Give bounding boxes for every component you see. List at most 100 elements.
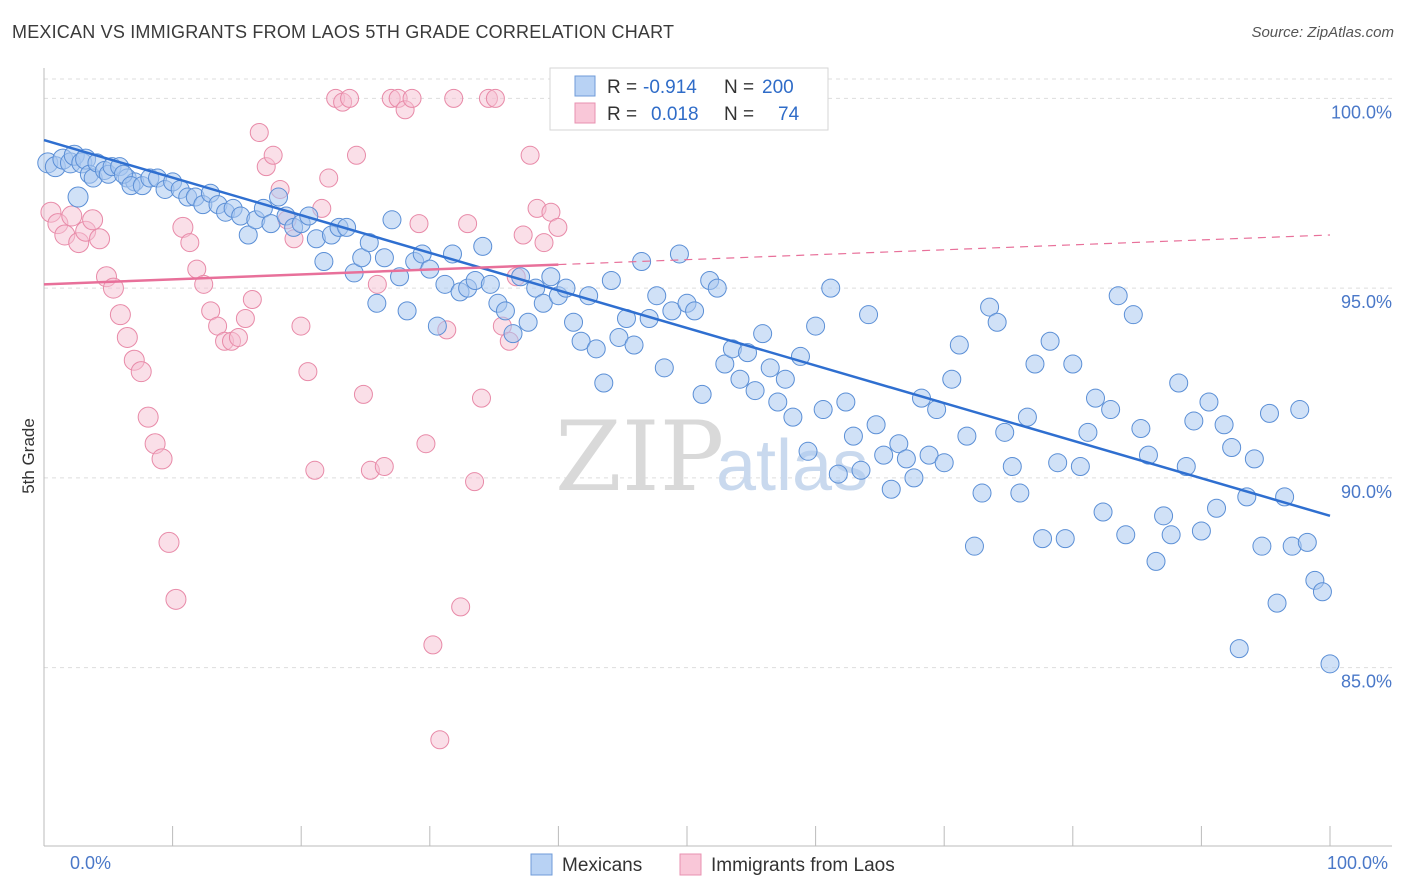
mexican-point [238,225,258,245]
y-tick-label: 85.0% [1341,672,1392,692]
legend-r-label-2: R = [607,104,637,125]
mexican-point [495,301,515,321]
laos-point [451,597,471,617]
legend-n-label-2: N = [724,104,754,125]
mexican-point [261,214,281,234]
mexican-point [1093,502,1113,522]
mexican-point [1259,403,1279,423]
mexican-point [904,468,924,488]
bottom-legend-label-laos: Immigrants from Laos [711,855,895,876]
legend-box [549,67,829,131]
laos-point [137,406,159,428]
mexican-point [949,335,969,355]
laos-point [458,214,478,234]
legend-swatch-laos [574,102,596,124]
laos-point [409,214,429,234]
mexican-point [874,445,894,465]
mexican-point [980,297,1000,317]
mexican-point [1025,354,1045,374]
y-tick-label: 95.0% [1341,292,1392,312]
mexican-point [843,426,863,446]
laos-point [263,145,283,165]
mexican-point [866,415,886,435]
x-tick-label-max: 100.0% [1327,853,1388,873]
laos-point [61,205,83,227]
laos-point [298,362,318,382]
laos-point [305,460,325,480]
axes [43,68,1392,847]
mexican-point [1320,654,1340,674]
gridlines [44,78,1392,669]
y-tick-label: 100.0% [1331,102,1392,122]
laos-point [471,388,491,408]
mexican-point [397,301,417,321]
mexican-point [352,248,372,268]
mexican-point [1161,525,1181,545]
laos-point [242,290,262,310]
mexican-point [745,381,765,401]
laos-point [353,384,373,404]
mexican-point [1085,388,1105,408]
mexican-point [821,278,841,298]
mexican-point [1078,422,1098,442]
mexican-point [533,293,553,313]
mexican-point [1229,639,1249,659]
mexican-point [896,449,916,469]
mexican-point [1040,331,1060,351]
mexican-point [760,358,780,378]
laos-point [402,88,422,108]
laos-point [180,233,200,253]
mexican-point [601,271,621,291]
mexican-point [435,274,455,294]
mexican-point [806,316,826,336]
laos-point [416,434,436,454]
laos-point [423,635,443,655]
mexican-point [1207,498,1227,518]
laos-point [520,145,540,165]
mexican-point [1138,445,1158,465]
mexican-point [775,369,795,389]
laos-point [249,123,269,143]
mexican-point [1290,400,1310,420]
mexican-point [995,422,1015,442]
mexican-point [1017,407,1037,427]
laos-trend-line-solid [43,263,559,286]
laos-point [82,209,104,231]
mexican-point [571,331,591,351]
legend-r-value-1: -0.914 [643,77,697,98]
mexican-point [367,293,387,313]
mexican-point [919,445,939,465]
laos-point [291,316,311,336]
laos-point [130,361,152,383]
mexican-point [859,305,879,325]
mexican-point [942,369,962,389]
mexican-point [889,434,909,454]
legend-swatch-mexicans [574,75,596,97]
bottom-legend: Mexicans Immigrants from Laos [530,853,895,876]
mexican-point [1169,373,1189,393]
x-tick-marks [43,826,1331,846]
mexican-point [480,274,500,294]
laos-point [548,217,568,237]
laos-point [151,448,173,470]
bottom-legend-swatch-mexicans [530,853,553,876]
mexican-point [473,236,493,256]
mexican-point [1267,593,1287,613]
mexican-point [1131,419,1151,439]
mexican-point [1010,483,1030,503]
laos-point [319,168,339,188]
laos-point [367,274,387,294]
mexican-point [715,354,735,374]
mexican-point [427,316,447,336]
laos-point [165,588,187,610]
mexican-point [390,267,410,287]
mexican-point [1116,525,1136,545]
mexican-point [662,301,682,321]
mexican-point [503,324,523,344]
laos-point [102,277,124,299]
mexican-point [609,327,629,347]
legend-n-value-1: 200 [762,77,794,98]
laos-trend-line-dashed [558,234,1331,266]
mexican-point [564,312,584,332]
